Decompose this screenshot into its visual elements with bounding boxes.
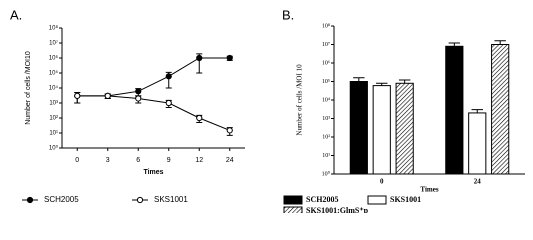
y-tick-label: 10⁵ xyxy=(49,70,59,77)
series-line xyxy=(77,95,230,131)
figure: A. 10⁰ 10¹ 10² 10³ 10⁴ 10⁵ 10⁶ 10⁷ 10⁸ Number of c… xyxy=(10,7,525,213)
bar xyxy=(468,112,487,175)
legend-label: SKS1001 xyxy=(390,195,421,204)
legend-marker xyxy=(136,196,144,204)
y-tick-label: 10² xyxy=(322,134,330,140)
data-point xyxy=(165,73,172,80)
x-axis-title: Times xyxy=(420,186,438,194)
panel: B. 10⁰ 10¹ 10² 10³ 10⁴ 10⁵ 10⁶ 10⁷ 10⁸ Number of c… xyxy=(282,7,525,213)
legend-swatch xyxy=(283,206,303,213)
panel-label: A. xyxy=(10,7,22,22)
x-tick-label: 24 xyxy=(226,157,234,164)
y-tick-label: 10⁴ xyxy=(49,85,59,92)
legend-marker xyxy=(26,196,34,204)
y-tick-label: 10³ xyxy=(322,116,330,122)
x-axis-title: Times xyxy=(143,169,163,176)
data-point xyxy=(226,54,233,62)
y-tick-label: 10⁰ xyxy=(322,170,331,177)
y-tick-label: 10⁸ xyxy=(49,25,59,32)
data-point xyxy=(135,95,142,102)
legend-label: SCH2005 xyxy=(306,195,338,204)
data-point xyxy=(226,127,233,134)
data-point xyxy=(196,114,203,122)
y-tick-label: 10³ xyxy=(49,101,58,107)
bar xyxy=(395,82,414,175)
data-point xyxy=(196,54,203,62)
y-tick-label: 10⁵ xyxy=(322,79,330,85)
legend-swatch xyxy=(367,195,387,205)
y-axis-title: Number of cells /MOI 10 xyxy=(296,64,304,136)
x-tick-label: 24 xyxy=(474,178,482,186)
legend-label: SKS1001 xyxy=(154,195,188,204)
bar xyxy=(491,44,510,175)
y-tick-label: 10¹ xyxy=(322,153,330,159)
y-tick-label: 10⁶ xyxy=(49,55,59,62)
panel-label: B. xyxy=(282,7,294,22)
series-line xyxy=(77,57,230,97)
y-tick-label: 10⁸ xyxy=(322,23,330,29)
x-tick-label: 0 xyxy=(75,157,79,164)
y-tick-label: 10⁶ xyxy=(322,60,330,66)
x-tick-label: 0 xyxy=(380,178,384,186)
y-tick-label: 10⁷ xyxy=(49,40,58,47)
x-tick-label: 3 xyxy=(106,157,110,164)
bar xyxy=(445,45,464,175)
data-point xyxy=(104,92,111,99)
legend-label: SKS1001:GlmS⁺p xyxy=(306,206,369,213)
x-tick-label: 6 xyxy=(136,157,140,164)
y-tick-label: 10² xyxy=(49,116,58,122)
data-point xyxy=(165,99,172,107)
bar xyxy=(349,81,368,175)
bar xyxy=(372,85,391,175)
x-tick-label: 12 xyxy=(195,157,203,164)
y-tick-label: 10⁷ xyxy=(322,42,330,48)
data-point xyxy=(74,92,81,99)
panel: A. 10⁰ 10¹ 10² 10³ 10⁴ 10⁵ 10⁶ 10⁷ 10⁸ Number of c… xyxy=(10,7,245,204)
data-point xyxy=(135,88,142,95)
legend-swatch xyxy=(283,195,303,205)
x-tick-label: 9 xyxy=(167,157,171,164)
y-tick-label: 10¹ xyxy=(49,131,58,137)
y-tick-label: 10⁴ xyxy=(322,97,330,103)
y-axis-title: Number of cells /MOI10 xyxy=(25,51,32,125)
y-tick-label: 10⁰ xyxy=(49,145,59,152)
legend-label: SCH2005 xyxy=(44,195,79,204)
